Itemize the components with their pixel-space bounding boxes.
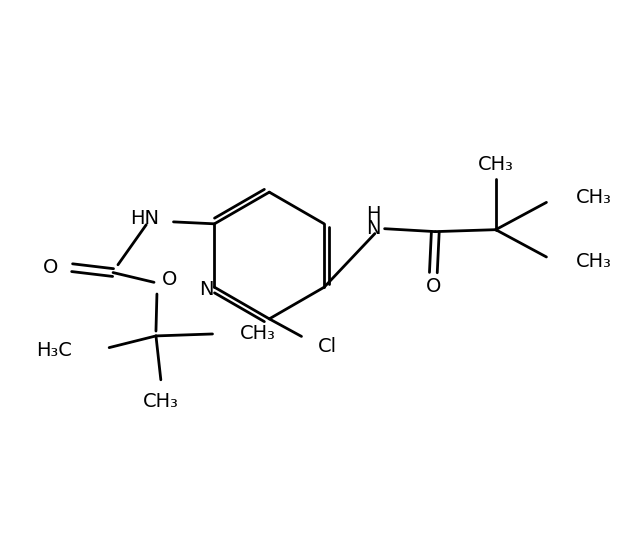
Text: Cl: Cl [318, 337, 337, 356]
Text: H₃C: H₃C [36, 341, 72, 360]
Text: CH₃: CH₃ [143, 392, 179, 411]
Text: CH₃: CH₃ [478, 155, 514, 174]
Text: CH₃: CH₃ [240, 324, 276, 343]
Text: N: N [200, 279, 214, 299]
Text: O: O [162, 270, 177, 289]
Text: O: O [43, 258, 58, 277]
Text: CH₃: CH₃ [575, 252, 612, 271]
Text: N: N [365, 219, 380, 238]
Text: H: H [365, 205, 380, 224]
Text: O: O [426, 277, 441, 296]
Text: CH₃: CH₃ [575, 188, 612, 207]
Text: HN: HN [130, 210, 159, 228]
